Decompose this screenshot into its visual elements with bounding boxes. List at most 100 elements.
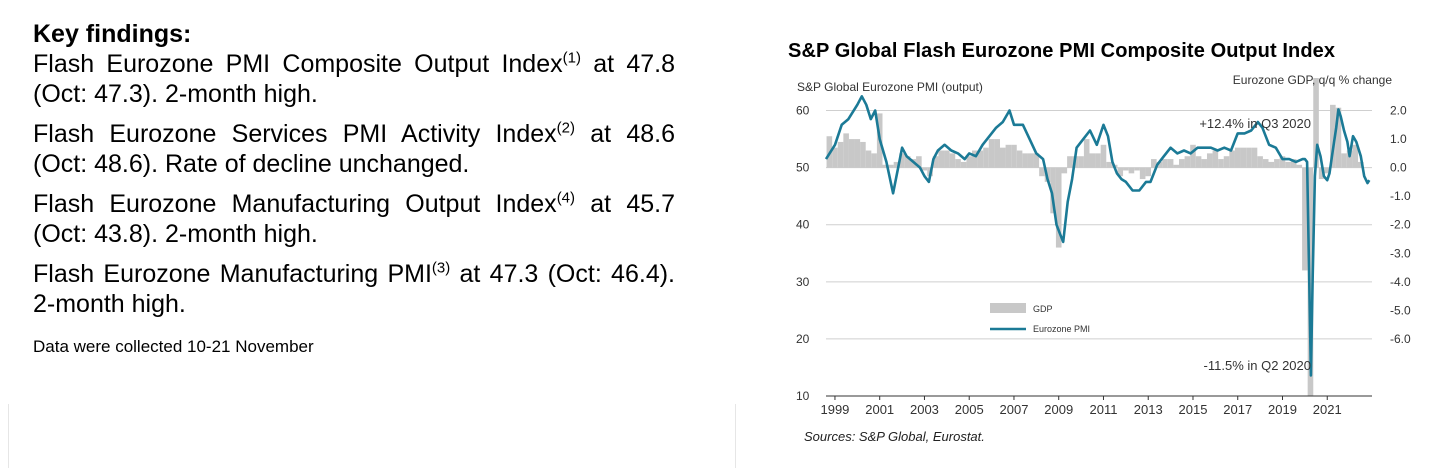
gdp-bar — [1011, 144, 1017, 168]
finding-composite-name: Flash Eurozone PMI Composite Output Inde… — [33, 50, 563, 78]
gdp-bar — [1067, 156, 1073, 168]
gdp-bar — [1201, 159, 1207, 168]
gdp-bar — [1139, 167, 1146, 180]
left-tick-label: 10 — [796, 389, 810, 403]
gdp-bar — [1318, 167, 1325, 180]
gdp-bar — [1285, 161, 1291, 168]
gdp-bar — [1218, 159, 1224, 168]
gdp-bar — [1005, 144, 1012, 168]
finding-manufacturing-output-name: Flash Eurozone Manufacturing Output Inde… — [33, 190, 557, 218]
gdp-bar — [955, 159, 961, 168]
right-tick-label: -3.0 — [1390, 246, 1411, 260]
left-axis-title: S&P Global Eurozone PMI (output) — [797, 80, 983, 94]
gdp-bar — [972, 150, 978, 168]
gdp-bar — [1156, 161, 1163, 168]
gdp-bar — [843, 133, 849, 168]
legend-gdp-swatch — [990, 303, 1026, 313]
gdp-bar — [1055, 167, 1062, 248]
gdp-bar — [1162, 159, 1168, 168]
gdp-bar — [1027, 153, 1034, 168]
right-tick-label: -6.0 — [1390, 332, 1411, 346]
left-tick-label: 30 — [796, 275, 810, 289]
left-tick-label: 60 — [796, 104, 810, 118]
gdp-bar — [966, 156, 973, 168]
gdp-bar — [1050, 167, 1056, 214]
gdp-bar — [960, 161, 967, 168]
gdp-bar — [1089, 153, 1096, 168]
gdp-bar — [904, 156, 911, 168]
right-tick-label: -4.0 — [1390, 275, 1411, 289]
gdp-bar — [921, 167, 928, 171]
gdp-bar — [1184, 156, 1191, 168]
gdp-bar — [999, 147, 1006, 168]
gdp-bar — [1274, 159, 1280, 168]
right-axis-title: Eurozone GDP, q/q % change — [1233, 73, 1393, 87]
right-tick-label: -2.0 — [1390, 218, 1411, 232]
gdp-bar — [1335, 107, 1342, 168]
right-tick-label: -5.0 — [1390, 303, 1411, 317]
gdp-bar — [1290, 159, 1297, 168]
gdp-bar — [1100, 144, 1107, 168]
gdp-bar — [983, 147, 989, 168]
gdp-bar — [1078, 156, 1084, 168]
gdp-bar — [1117, 167, 1124, 177]
x-tick-label: 2019 — [1268, 402, 1297, 417]
gdp-bar — [1251, 147, 1258, 168]
gdp-bar — [1330, 104, 1336, 168]
right-tick-label: 1.0 — [1390, 132, 1407, 146]
annotation-q2-2020: -11.5% in Q2 2020 — [1204, 358, 1311, 373]
gdp-bar — [1123, 167, 1129, 171]
gdp-bar — [1206, 153, 1213, 168]
gdp-bar — [1346, 150, 1353, 168]
gdp-bar — [949, 153, 956, 168]
gdp-bar — [988, 139, 995, 168]
finding-manufacturing-output-value: at 45.7 (Oct: 43.8). 2-month high. — [33, 190, 675, 248]
gdp-bar — [837, 141, 844, 168]
right-tick-label: 2.0 — [1390, 104, 1407, 118]
finding-services-value: at 48.6 (Oct: 48.6). Rate of decline unc… — [33, 120, 675, 178]
gdp-bar — [1190, 144, 1196, 168]
right-tick-label: 0.0 — [1390, 161, 1407, 175]
gdp-bar — [1268, 161, 1275, 168]
gdp-bar — [1240, 147, 1247, 168]
gdp-bar — [893, 161, 900, 168]
footnote-marker-3: (3) — [431, 259, 451, 277]
gdp-bar — [1341, 153, 1347, 168]
pmi-line — [824, 95, 1371, 377]
x-tick-label: 2009 — [1044, 402, 1073, 417]
finding-composite: Flash Eurozone PMI Composite Output Inde… — [33, 49, 675, 109]
gdp-bar — [848, 139, 855, 168]
gdp-bar — [1016, 150, 1023, 168]
gdp-bar — [1083, 139, 1090, 168]
x-tick-label: 2003 — [910, 402, 939, 417]
gdp-bar — [1134, 167, 1140, 171]
gdp-bar — [1212, 150, 1219, 168]
x-tick-label: 2013 — [1134, 402, 1163, 417]
gdp-bar — [888, 164, 894, 168]
gdp-bar — [865, 150, 872, 168]
gdp-bar — [1022, 153, 1028, 168]
divider-line-right — [735, 404, 736, 468]
key-findings-panel: Key findings: Flash Eurozone PMI Composi… — [33, 20, 675, 357]
finding-manufacturing-pmi-name: Flash Eurozone Manufacturing PMI — [33, 260, 432, 288]
gdp-bar — [1195, 156, 1202, 168]
gdp-bar — [882, 164, 889, 168]
finding-composite-value: at 47.8 (Oct: 47.3). 2-month high. — [33, 50, 676, 108]
gdp-bar — [854, 139, 861, 168]
gdp-bar — [1279, 156, 1286, 168]
finding-manufacturing-pmi-value: at 47.3 (Oct: 46.4). 2-month high. — [33, 260, 675, 318]
gdp-bar — [1262, 159, 1269, 168]
gdp-bar — [1167, 159, 1174, 168]
gdp-bar — [1145, 167, 1152, 177]
footnote-marker-1: (1) — [562, 49, 581, 67]
finding-services-name: Flash Eurozone Services PMI Activity Ind… — [33, 120, 557, 148]
gdp-bar — [1302, 167, 1308, 271]
footnote-marker-2: (2) — [556, 119, 575, 137]
gdp-bar — [1229, 150, 1235, 168]
x-tick-label: 2021 — [1313, 402, 1342, 417]
gdp-bar — [1246, 147, 1252, 168]
gdp-bar — [899, 153, 905, 168]
left-tick-label: 50 — [796, 161, 810, 175]
gdp-bar — [1358, 161, 1364, 168]
